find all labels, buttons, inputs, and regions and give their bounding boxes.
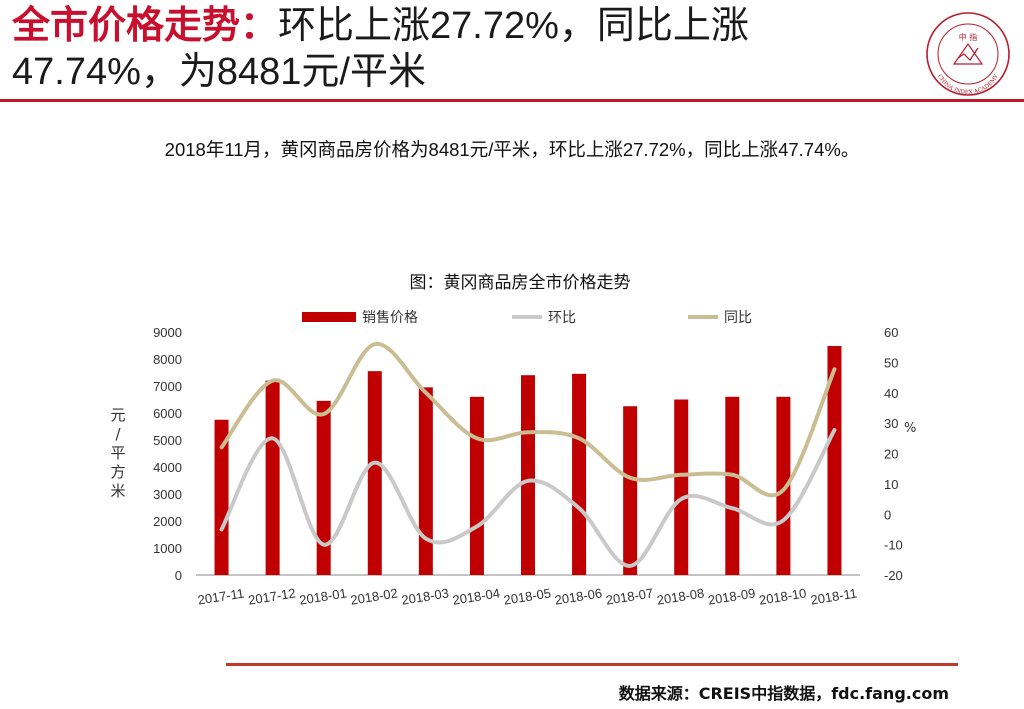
- x-tick-label: 2018-07: [605, 585, 654, 607]
- x-tick-label: 2018-10: [758, 585, 807, 607]
- price-bar: [521, 375, 535, 575]
- x-tick-label: 2018-05: [503, 585, 552, 607]
- line-series: [219, 342, 837, 568]
- y2-tick-label: 40: [884, 386, 898, 401]
- price-bar: [418, 387, 433, 575]
- page-title: 全市价格走势：环比上涨27.72%，同比上涨47.74%，为8481元/平米: [12, 2, 902, 95]
- y2-tick-label: 50: [884, 355, 898, 370]
- legend-label: 同比: [724, 310, 752, 326]
- x-tick-label: 2017-11: [197, 585, 246, 607]
- mom-line: [219, 428, 837, 568]
- y2-tick-label: -10: [884, 538, 903, 553]
- y-tick-label: 5000: [153, 433, 182, 448]
- y2-tick-label: 10: [884, 477, 898, 492]
- price-bar: [572, 373, 587, 575]
- legend-label: 环比: [548, 310, 576, 326]
- title-accent: 全市价格走势：: [12, 3, 279, 47]
- y2-tick-label: 0: [884, 507, 891, 522]
- y-axis-label-char: /: [115, 425, 121, 443]
- price-bar: [214, 419, 229, 575]
- legend-swatch-price: [302, 312, 356, 322]
- x-tick-label: 2018-06: [554, 585, 603, 607]
- y-tick-label: 9000: [153, 325, 182, 340]
- y-tick-label: 1000: [153, 541, 182, 556]
- y-tick-label: 2000: [153, 514, 182, 529]
- price-bar: [469, 396, 484, 575]
- y-tick-label: 3000: [153, 487, 182, 502]
- summary-text: 2018年11月，黄冈商品房价格为8481元/平米，环比上涨27.72%，同比上…: [164, 139, 860, 160]
- y-axis-label-char: 方: [110, 463, 125, 481]
- china-index-academy-logo: 中 指 CHINA INDEX ACADEMY: [926, 12, 1010, 96]
- title-divider: [0, 99, 1024, 102]
- chart-axes: 0 1000 2000 3000 4000 5000 6000 7000 8000 9000 -20…: [110, 325, 916, 608]
- x-tick-label: 2018-03: [400, 585, 449, 607]
- y2-tick-label: 20: [884, 447, 898, 462]
- x-tick-label: 2017-12: [247, 585, 296, 607]
- chart-legend: 销售价格 环比 同比: [302, 310, 752, 326]
- y-axis-label-char: 元: [110, 406, 125, 424]
- y-tick-label: 7000: [153, 379, 182, 394]
- y2-tick-label: 30: [884, 416, 898, 431]
- price-bar: [316, 400, 331, 575]
- x-tick-label: 2018-11: [809, 585, 858, 607]
- x-tick-label: 2018-04: [451, 585, 500, 607]
- price-bar: [265, 380, 280, 575]
- chart-title: 图：黄冈商品房全市价格走势: [410, 273, 631, 293]
- y-tick-label: 6000: [153, 406, 182, 421]
- data-source: 数据来源：CREIS中指数据，fdc.fang.com: [618, 684, 949, 703]
- y-axis-label-char: 米: [110, 482, 125, 500]
- price-bar: [674, 399, 689, 575]
- y2-axis-label: %: [904, 421, 916, 436]
- legend-label: 销售价格: [362, 310, 418, 326]
- price-bar: [623, 406, 638, 575]
- y2-tick-label: -20: [884, 568, 903, 583]
- x-tick-label: 2018-09: [707, 585, 756, 607]
- x-tick-label: 2018-01: [298, 585, 347, 607]
- y2-tick-label: 60: [884, 325, 898, 340]
- y-axis-label-char: 平: [110, 444, 125, 462]
- title-rest: 环比上涨27.72%，同比上涨47.74%，为8481元/平米: [12, 5, 749, 93]
- price-bar: [776, 396, 791, 575]
- bar-series: [214, 346, 842, 575]
- price-bar: [725, 396, 740, 575]
- x-tick-label: 2018-02: [349, 585, 398, 607]
- yoy-line: [219, 342, 837, 498]
- y-tick-label: 8000: [153, 352, 182, 367]
- price-bar: [367, 371, 382, 575]
- x-tick-label: 2018-08: [656, 585, 705, 607]
- price-bar: [827, 346, 842, 575]
- y-tick-label: 0: [175, 568, 182, 583]
- svg-text:中 指: 中 指: [959, 32, 978, 42]
- y-tick-label: 4000: [153, 460, 182, 475]
- footer-divider: [226, 663, 958, 666]
